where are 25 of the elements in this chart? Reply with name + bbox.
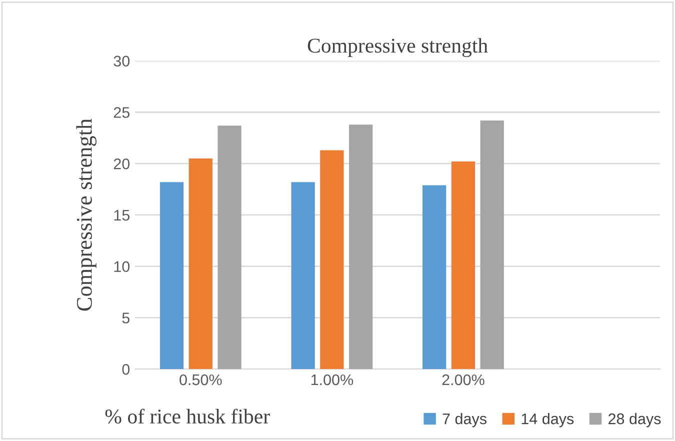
y-axis-title: Compressive strength (76, 118, 96, 311)
x-axis-title: % of rice husk fiber (105, 408, 270, 424)
bar (349, 124, 373, 370)
y-tick-label: 0 (122, 364, 130, 375)
y-tick-label: 20 (114, 158, 130, 170)
y-tick-label: 10 (114, 261, 130, 272)
bar (480, 120, 504, 370)
x-tick-label: 0.50% (180, 374, 222, 386)
legend-label: 28 days (608, 413, 661, 428)
bar (188, 158, 212, 370)
chart-title: Compressive strength (308, 38, 488, 58)
y-tick-label: 30 (114, 56, 130, 67)
bar (451, 162, 476, 370)
y-tick-label: 25 (114, 107, 130, 118)
y-tick-label: 5 (122, 312, 130, 324)
x-tick-label: 1.00% (311, 374, 354, 386)
legend-label: 7 days (442, 413, 486, 428)
bar (422, 185, 446, 370)
y-tick-label: 15 (114, 210, 130, 221)
bar (320, 150, 344, 370)
legend-label: 14 days (522, 413, 574, 428)
bar (218, 126, 242, 370)
x-tick-label: 2.00% (442, 374, 484, 386)
bar (160, 182, 184, 370)
bar (291, 182, 315, 370)
